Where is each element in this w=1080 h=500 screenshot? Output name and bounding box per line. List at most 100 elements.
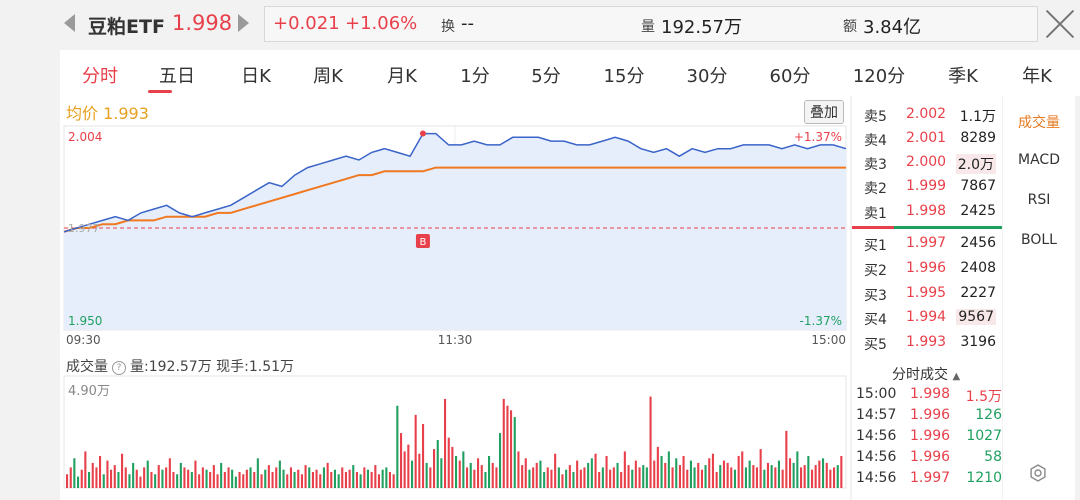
volume-bar [777,460,780,488]
stock-name: 豆粕ETF [88,16,165,38]
tab-120min[interactable]: 120分 [852,66,906,87]
close-icon[interactable] [1044,8,1076,40]
volume-bar [774,467,777,488]
chart-panel[interactable]: 2.004 1.950 +1.37% -1.37% 1.977 B 09:30 … [60,96,850,500]
volume-bar [304,465,307,488]
volume-title-text: 成交量 [66,359,108,375]
volume-bar [789,458,792,488]
active-tab-indicator [148,90,172,93]
volume-bar [212,465,215,488]
volume-bar [69,467,72,488]
volume-bar [730,467,733,488]
volume-bar [143,467,146,488]
volume-bar [708,458,711,488]
volume-bar [249,467,252,488]
volume-bar [444,398,447,488]
volume-bar [88,472,91,488]
volume-bar [275,467,278,488]
ask-bid-ratio-red [852,226,894,229]
volume-bar [128,474,131,488]
volume-bar [513,417,516,488]
volume-bar [598,472,601,488]
volume-bar [766,462,769,488]
tab-60min[interactable]: 60分 [769,66,811,87]
settings-icon[interactable] [1029,464,1047,482]
buy-point-dot [419,130,426,137]
tab-weekly-k[interactable]: 周K [313,66,343,87]
volume-bar [146,460,149,488]
volume-bar [308,467,311,488]
tab-daily-k[interactable]: 日K [241,66,271,87]
volume-bar [433,449,436,488]
mid-label: 1.977 [68,222,100,235]
tab-1min[interactable]: 1分 [460,66,490,87]
volume-bar [836,465,839,488]
tab-5min[interactable]: 5分 [531,66,561,87]
volume-bar [422,424,425,488]
volume-bar [293,472,296,488]
indicator-boll[interactable]: BOLL [1021,232,1057,248]
caret-up-icon: ▲ [952,371,961,382]
trade-list-title[interactable]: 分时成交 ▲ [892,367,961,383]
volume-bar [811,469,814,488]
volume-bar [711,453,714,488]
volume-bar [348,469,351,488]
volume-bar [587,462,590,488]
volume-bar [377,474,380,488]
tab-30min[interactable]: 30分 [686,66,728,87]
volume-bar [506,405,509,488]
volume-bar [825,462,828,488]
tab-5day[interactable]: 五日 [159,66,195,87]
bid-row: 买5 1.993 3196 [864,334,996,353]
bid-row: 买1 1.997 2456 [864,235,996,254]
ask-row: 卖4 2.001 8289 [864,130,996,149]
next-stock-arrow-icon[interactable] [238,14,249,32]
overlay-button[interactable]: 叠加 [804,100,844,124]
volume-bar [132,462,135,488]
bid-row: 买3 1.995 2227 [864,285,996,304]
tab-15min[interactable]: 15分 [603,66,645,87]
volume-bar [363,467,366,488]
tab-fenshi[interactable]: 分时 [82,66,118,87]
volume-bar [242,474,245,488]
indicator-rsi[interactable]: RSI [1027,192,1051,208]
volume-bar [822,458,825,488]
time-end-label: 15:00 [811,333,846,347]
help-icon[interactable]: ? [112,361,126,375]
volume-bar [763,469,766,488]
ask-row: 卖2 1.999 7867 [864,178,996,197]
volume-bar [638,467,641,488]
volume-bar [759,449,762,488]
volume-bar [744,467,747,488]
volume-bar [286,474,289,488]
volume-bar [117,472,120,488]
ask-row: 卖5 2.002 1.1万 [864,106,996,125]
indicator-volume[interactable]: 成交量 [1018,115,1060,131]
volume-bar [66,474,69,488]
volume-bar [425,462,428,488]
tab-quarterly-k[interactable]: 季K [948,66,978,87]
volume-bar [282,469,285,488]
volume-bar [568,465,571,488]
indicator-macd[interactable]: MACD [1018,152,1060,168]
volume-bar [704,465,707,488]
volume-bar [572,472,575,488]
tab-yearly-k[interactable]: 年K [1022,66,1052,87]
tab-monthly-k[interactable]: 月K [387,66,417,87]
volume-bar [315,469,318,488]
volume-bar [748,460,751,488]
volume-bar [260,474,263,488]
volume-bar [223,472,226,488]
prev-stock-arrow-icon[interactable] [64,14,75,32]
volume-bar [396,405,399,488]
trade-row: 14:56 1.997 1210 [856,470,1002,486]
volume-bar [113,465,116,488]
volume-bar [190,472,193,488]
volume-bar [319,474,322,488]
time-start-label: 09:30 [66,333,101,347]
volume-bar [326,462,329,488]
volume-bar [554,453,557,488]
intraday-chart[interactable]: 2.004 1.950 +1.37% -1.37% 1.977 B 09:30 … [60,96,850,500]
volume-bar [84,451,87,488]
trade-row: 14:56 1.996 1027 [856,428,1002,444]
